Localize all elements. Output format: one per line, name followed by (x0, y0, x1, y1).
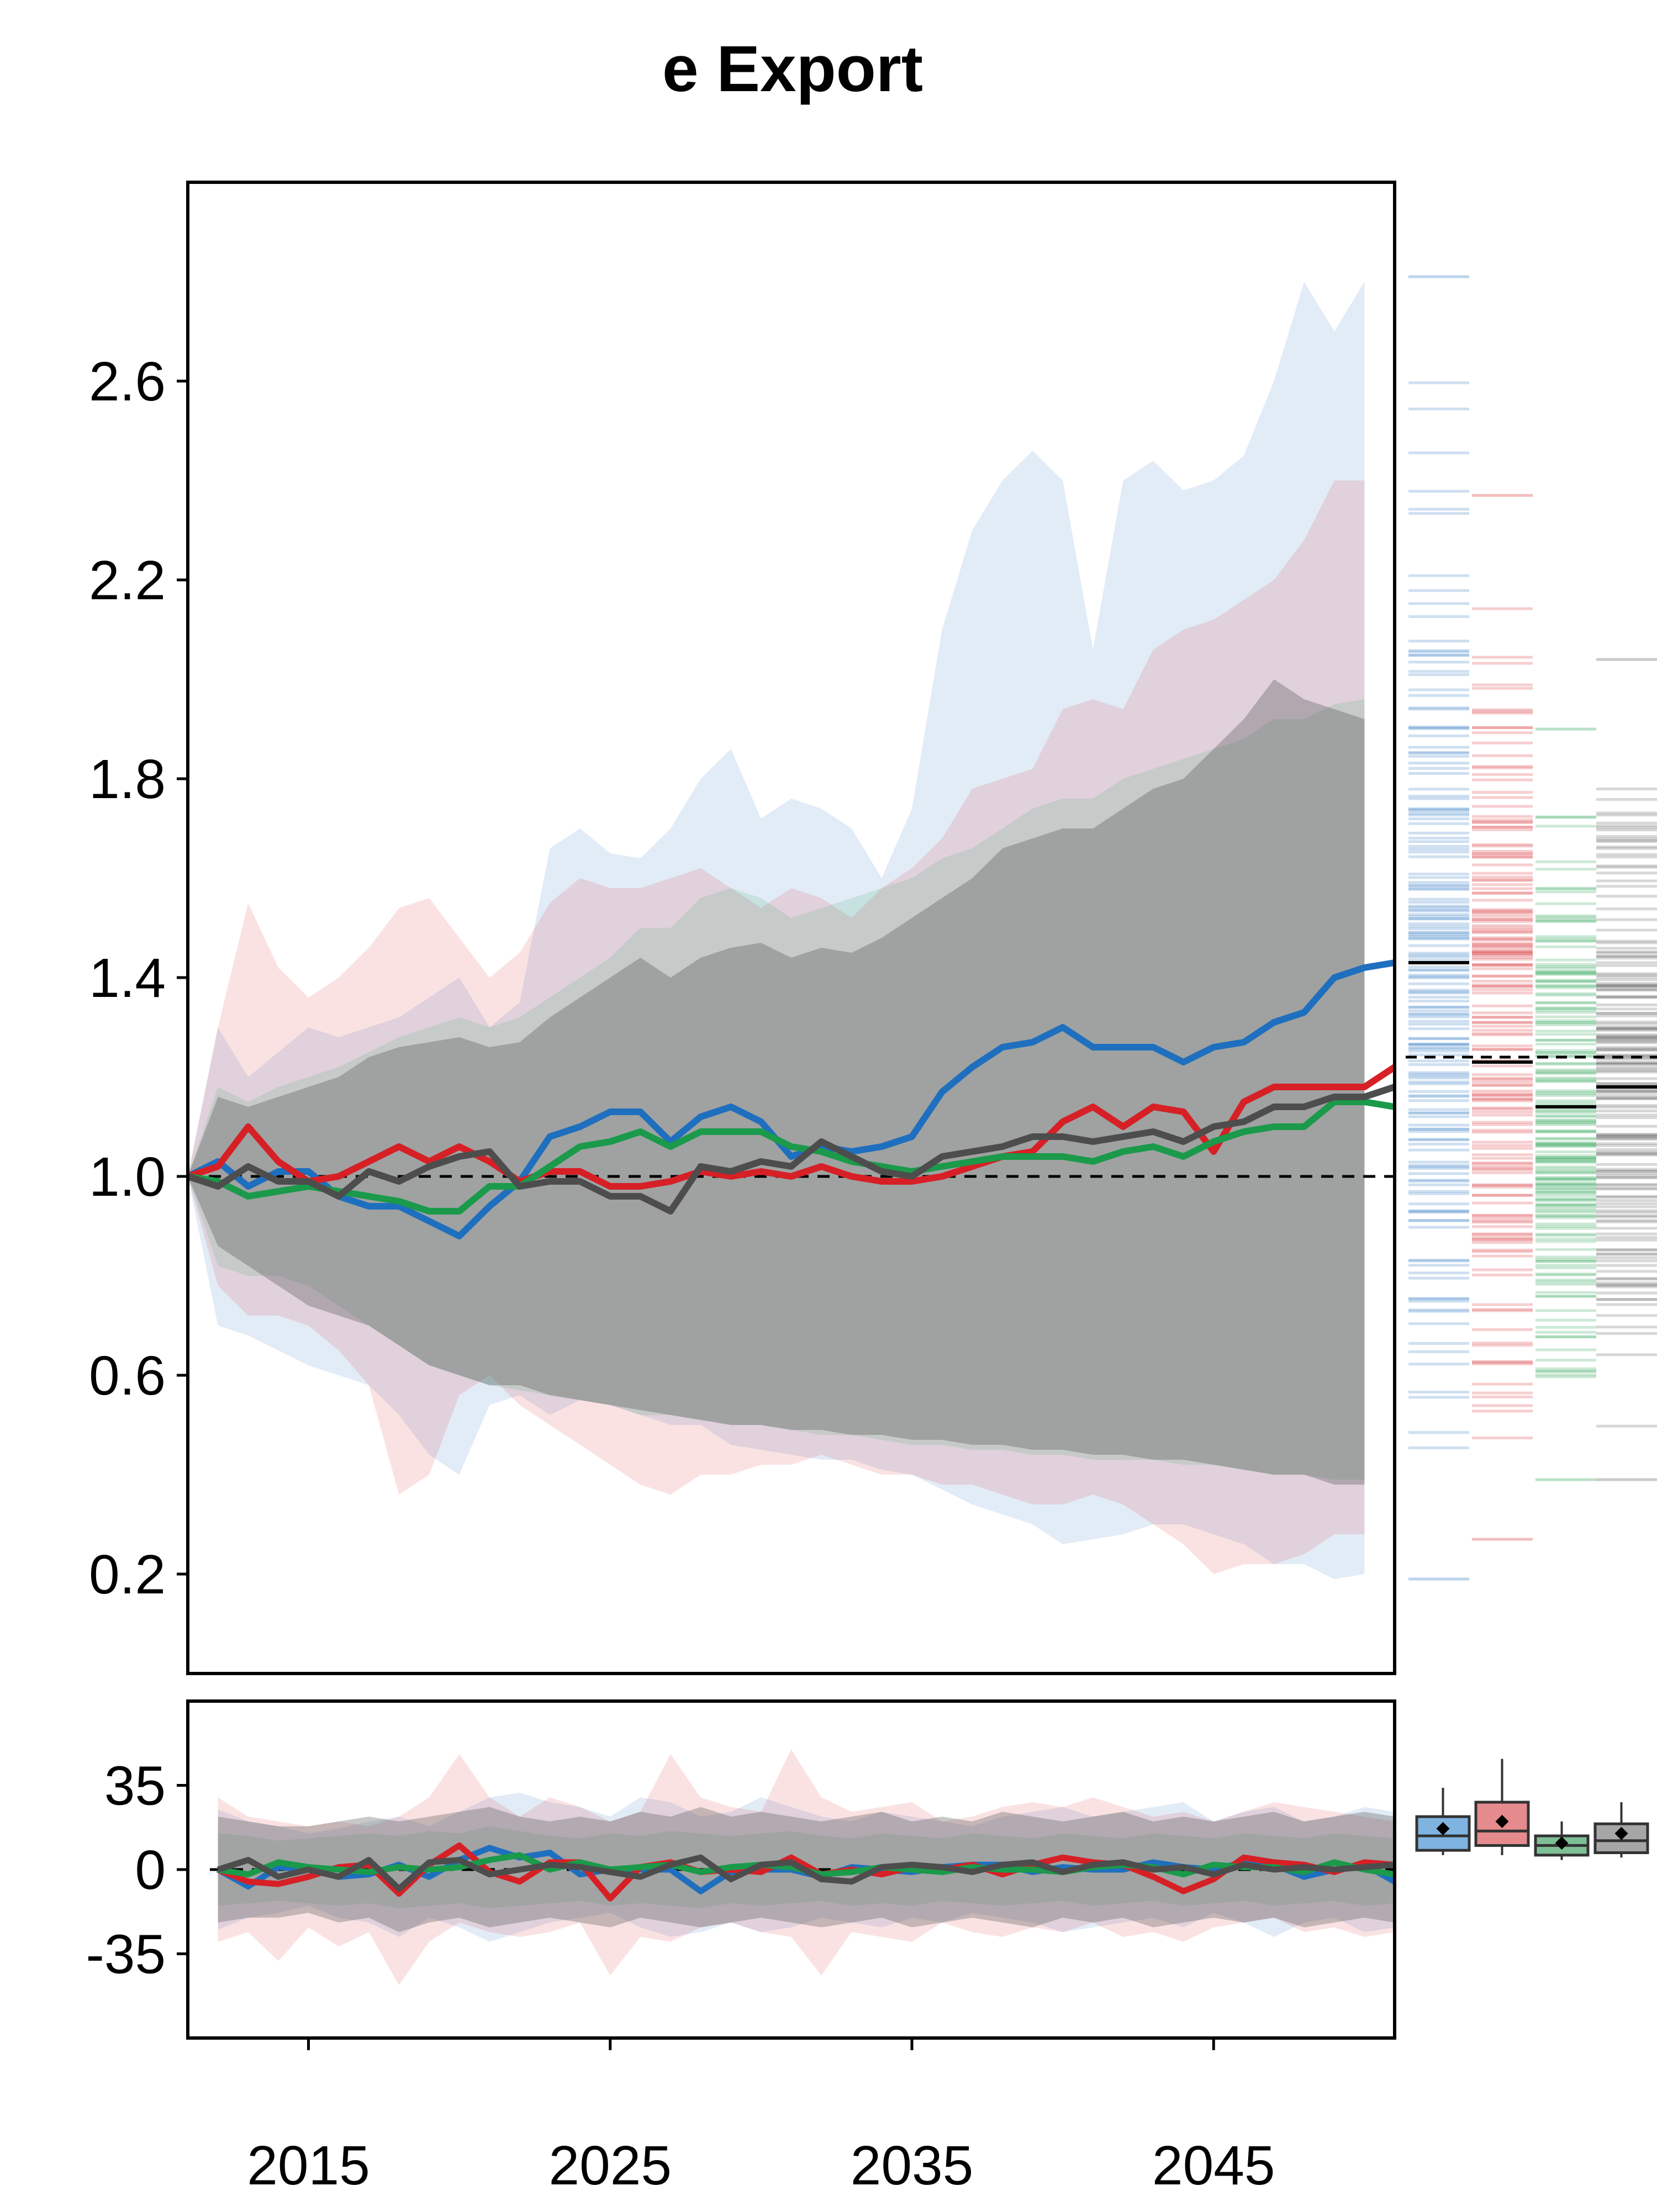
boxplot-mean-marker (1436, 1822, 1450, 1835)
boxplot-mean-marker (1614, 1826, 1628, 1840)
xtick-label: 2025 (549, 2135, 672, 2197)
side-distribution-2 (1535, 727, 1596, 1481)
bottom-panel-y-axis: -35 0 35 (86, 1755, 188, 1986)
bottom-ytick-label: -35 (86, 1924, 166, 1986)
boxplots (1415, 1759, 1649, 1860)
side-distribution-1 (1472, 494, 1533, 1541)
top-band-2 (188, 699, 1365, 1480)
boxplot-1 (1474, 1759, 1530, 1855)
top-band-3 (188, 679, 1365, 1485)
boxplot-3 (1593, 1802, 1649, 1858)
bottom-panel-lines (216, 1842, 1396, 1902)
top-panel-lines (186, 959, 1397, 1239)
top-ytick-label: 2.2 (89, 550, 166, 611)
top-series-line-1 (187, 1064, 1397, 1190)
top-series-line-3 (187, 1084, 1396, 1215)
bottom-series-line-3 (217, 1854, 1395, 1892)
top-ytick-label: 1.8 (89, 748, 166, 810)
side-distribution-3 (1596, 658, 1657, 1481)
top-ytick-label: 0.6 (89, 1345, 166, 1407)
top-band-1 (188, 481, 1365, 1574)
top-panel-y-axis: 0.2 0.6 1.0 1.4 1.8 2.2 2.6 (89, 351, 188, 1606)
bottom-ytick-label: 35 (104, 1755, 166, 1817)
top-series-line-2 (187, 1099, 1395, 1215)
chart-title: e Export (662, 33, 923, 105)
boxplot-2 (1534, 1821, 1590, 1860)
boxplot-0 (1415, 1787, 1471, 1855)
boxplot-mean-marker (1495, 1814, 1509, 1828)
top-panel-bands (188, 282, 1365, 1579)
boxplot-mean-marker (1555, 1836, 1569, 1850)
xtick-label: 2045 (1152, 2135, 1275, 2197)
top-ytick-label: 1.0 (89, 1146, 166, 1208)
top-series-line-0 (186, 959, 1395, 1239)
top-ytick-label: 2.6 (89, 351, 166, 413)
bottom-ytick-label: 0 (135, 1839, 166, 1901)
top-panel-frame (186, 181, 1396, 1675)
top-ytick-label: 1.4 (89, 947, 166, 1009)
x-axis: 2015 2025 2035 2045 (247, 2038, 1275, 2197)
top-band-0 (188, 282, 1365, 1579)
side-distributions (1406, 275, 1657, 1581)
xtick-label: 2015 (247, 2135, 370, 2197)
side-distribution-0 (1408, 275, 1469, 1581)
top-ytick-label: 0.2 (89, 1544, 166, 1606)
xtick-label: 2035 (851, 2135, 973, 2197)
